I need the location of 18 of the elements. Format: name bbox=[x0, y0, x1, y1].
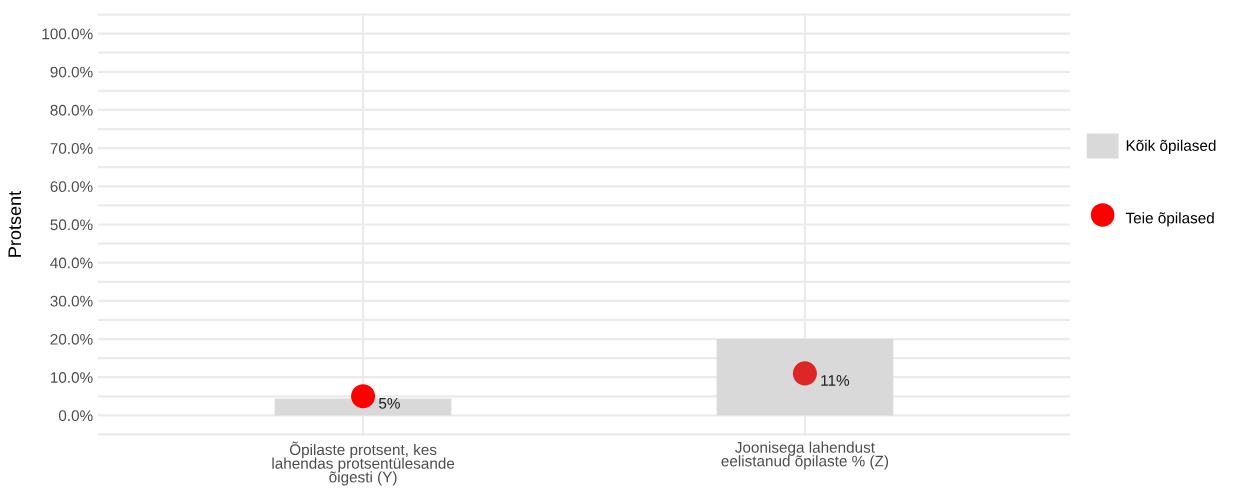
data-label: 5% bbox=[378, 397, 400, 409]
data-label: 11% bbox=[821, 375, 850, 386]
y-axis-title: Protsent bbox=[8, 191, 22, 257]
y-tick-label: 70.0% bbox=[50, 143, 93, 154]
x-tick-label: Õpilaste protsent, kes lahendas protsentülesande õigesti (Y) bbox=[272, 441, 455, 486]
legend-label: Kõik õpilased bbox=[1126, 139, 1216, 154]
y-tick-label: 0.0% bbox=[58, 410, 93, 422]
y-tick-label: 60.0% bbox=[50, 181, 93, 193]
y-tick-label: 30.0% bbox=[50, 295, 93, 307]
y-tick-label: 80.0% bbox=[50, 104, 93, 116]
y-tick-label: 100.0% bbox=[42, 28, 93, 40]
legend-label: Teie õpilased bbox=[1125, 212, 1214, 227]
y-tick-label: 40.0% bbox=[50, 257, 93, 269]
x-tick-label: Joonisega lahendust eelistanud õpilaste % (Z) bbox=[721, 441, 889, 470]
y-tick-label: 90.0% bbox=[50, 66, 93, 78]
y-tick-label: 50.0% bbox=[50, 219, 93, 231]
y-tick-label: 20.0% bbox=[50, 333, 93, 345]
y-tick-label: 10.0% bbox=[50, 372, 93, 383]
